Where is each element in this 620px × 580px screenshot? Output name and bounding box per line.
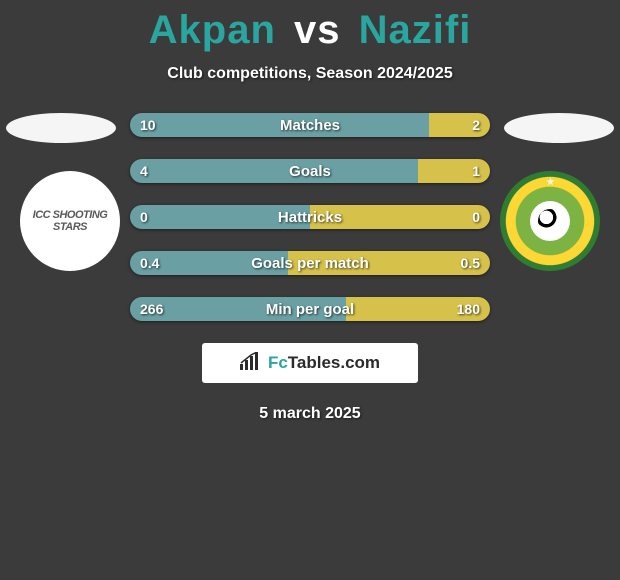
stat-bar-left-segment	[130, 113, 429, 137]
brand-text: FcTables.com	[268, 353, 380, 373]
flag-right-ellipse	[504, 113, 614, 143]
stat-value-left: 4	[130, 159, 158, 183]
flag-left-ellipse	[6, 113, 116, 143]
vs-text: vs	[294, 8, 341, 52]
comparison-infographic: Akpan vs Nazifi Club competitions, Seaso…	[0, 0, 620, 580]
stat-value-right: 0	[462, 205, 490, 229]
stat-value-left: 0	[130, 205, 158, 229]
player2-name: Nazifi	[359, 8, 472, 52]
brand-prefix: Fc	[268, 353, 288, 372]
date-label: 5 march 2025	[0, 405, 620, 423]
bar-chart-icon	[240, 352, 262, 375]
stat-bar: Goals41	[130, 159, 490, 183]
stat-value-left: 0.4	[130, 251, 169, 275]
page-title: Akpan vs Nazifi	[0, 0, 620, 53]
star-icon: ★	[546, 177, 555, 188]
stat-bar: Matches102	[130, 113, 490, 137]
stat-bar: Min per goal266180	[130, 297, 490, 321]
stats-bars: Matches102Goals41Hattricks00Goals per ma…	[130, 113, 490, 343]
soccer-ball-icon	[538, 209, 562, 233]
club-logo-left: ICC SHOOTING STARS	[20, 171, 120, 271]
stat-value-right: 180	[447, 297, 490, 321]
stat-value-right: 2	[462, 113, 490, 137]
club-left-label: ICC SHOOTING STARS	[20, 209, 120, 233]
stat-bar: Hattricks00	[130, 205, 490, 229]
player1-name: Akpan	[149, 8, 276, 52]
club-logo-right: ★	[500, 171, 600, 271]
stat-value-right: 0.5	[451, 251, 490, 275]
brand-suffix: Tables.com	[288, 353, 380, 372]
stat-value-left: 266	[130, 297, 173, 321]
stat-value-right: 1	[462, 159, 490, 183]
stat-bar-left-segment	[130, 159, 418, 183]
club-right-inner-icon	[530, 201, 570, 241]
stat-bar: Goals per match0.40.5	[130, 251, 490, 275]
main-area: ICC SHOOTING STARS ★ Matches102Goals41Ha…	[0, 113, 620, 323]
subtitle: Club competitions, Season 2024/2025	[0, 65, 620, 83]
brand-box: FcTables.com	[202, 343, 418, 383]
stat-value-left: 10	[130, 113, 166, 137]
